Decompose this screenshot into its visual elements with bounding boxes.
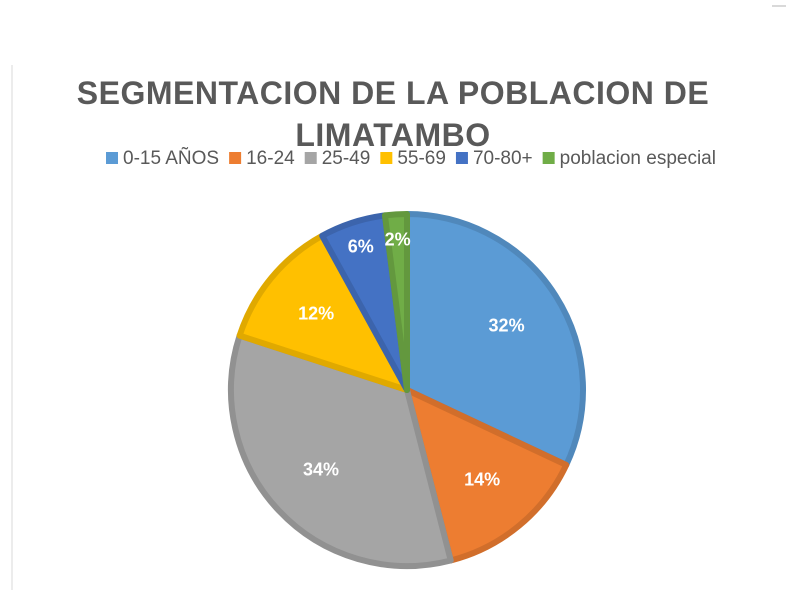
legend-label: 70-80+	[473, 148, 533, 169]
legend-marker	[380, 152, 393, 164]
legend-marker	[229, 152, 242, 164]
pie-slice	[236, 232, 410, 393]
legend-label: 55-69	[397, 148, 446, 169]
pie-slice	[228, 332, 454, 569]
legend-marker	[455, 152, 468, 164]
legend-marker	[106, 152, 119, 164]
data-label: 6%	[348, 236, 374, 256]
legend-marker	[542, 152, 555, 164]
legend-label: 25-49	[322, 148, 371, 169]
pie-slice	[404, 211, 586, 468]
data-label: 32%	[489, 316, 525, 336]
pie-slice	[404, 387, 570, 564]
data-label: 14%	[464, 470, 500, 490]
legend-label: poblacion especial	[560, 148, 716, 169]
legend-label: 0-15 AÑOS	[123, 147, 219, 169]
chart-title: SEGMENTACION DE LA POBLACION DE LIMATAMB…	[76, 75, 710, 153]
data-label: 12%	[298, 304, 334, 324]
legend-marker	[304, 152, 317, 164]
legend-label: 16-24	[246, 148, 295, 169]
data-label: 34%	[303, 459, 339, 479]
data-label: 2%	[385, 229, 411, 249]
pie-slice	[381, 211, 410, 393]
